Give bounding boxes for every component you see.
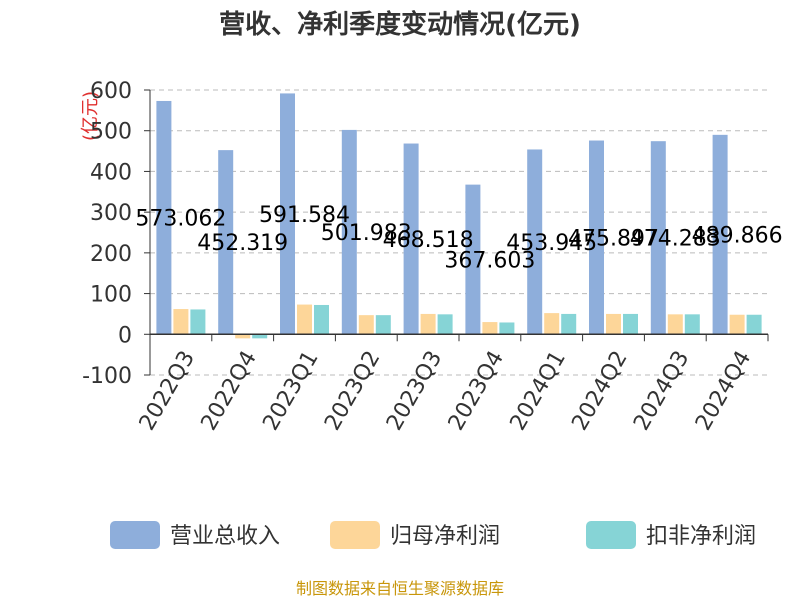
legend-label: 归母净利润 (390, 524, 500, 549)
bar-2 (667, 314, 683, 335)
bar-2 (297, 304, 312, 335)
bar-2 (235, 334, 251, 339)
bar-1 (341, 129, 357, 335)
x-tick-label: 2024Q1 (506, 347, 571, 435)
legend-swatch (330, 521, 380, 549)
bar-1 (403, 143, 419, 335)
chart-title: 营收、净利季度变动情况(亿元) (219, 9, 581, 40)
x-tick-label: 2022Q3 (135, 347, 200, 435)
axes-group (144, 89, 769, 376)
y-tick-label: -100 (82, 364, 132, 389)
bar-2 (544, 313, 560, 335)
bar-2 (482, 322, 498, 335)
bar-1 (650, 141, 666, 335)
bar-1 (280, 93, 295, 335)
x-tick-label: 2024Q3 (629, 347, 694, 435)
bar-3 (190, 309, 206, 335)
source-note: 制图数据来自恒生聚源数据库 (296, 579, 504, 598)
legend-label: 扣非净利润 (646, 524, 756, 549)
x-tick-label: 2024Q2 (567, 347, 632, 435)
bar-1 (712, 134, 728, 335)
bar-1 (156, 100, 172, 335)
bar-2 (358, 315, 374, 335)
bar-1 (218, 150, 234, 335)
bar-2 (729, 314, 745, 335)
bar-1 (465, 184, 481, 335)
data-label: 501.983 (321, 221, 412, 246)
bar-3 (746, 314, 762, 335)
y-tick-label: 0 (118, 323, 132, 348)
bar-3 (252, 334, 268, 339)
legend-swatch (110, 521, 160, 549)
bar-2 (606, 313, 621, 335)
data-label: 452.319 (197, 231, 288, 256)
x-tick-label: 2023Q3 (382, 347, 447, 435)
data-label: 367.603 (444, 248, 535, 273)
bar-3 (499, 322, 515, 335)
data-label: 475.897 (568, 226, 659, 251)
y-tick-labels: -100 0 100 200 300 400 500 600 (82, 79, 132, 389)
legend: 营业总收入 归母净利润 扣非净利润 (110, 521, 756, 549)
x-tick-label: 2023Q2 (320, 347, 385, 435)
bar-3 (623, 313, 638, 335)
x-tick-label: 2023Q1 (258, 347, 323, 435)
data-label: 453.945 (506, 231, 597, 256)
legend-label: 营业总收入 (170, 524, 280, 549)
data-label: 474.283 (630, 227, 721, 252)
bars-group (156, 93, 762, 339)
y-tick-label: 200 (90, 242, 132, 267)
y-tick-label: 600 (90, 79, 132, 104)
data-label: 489.866 (692, 224, 783, 249)
y-axis-label: (亿元) (80, 91, 101, 141)
data-label: 573.062 (135, 207, 226, 232)
bar-1 (589, 140, 604, 335)
bar-3 (375, 315, 391, 335)
x-tick-label: 2023Q4 (444, 347, 509, 435)
data-label: 591.584 (259, 203, 350, 228)
x-tick-labels: 2022Q32022Q42023Q12023Q22023Q32023Q42024… (135, 347, 757, 435)
x-tick-label: 2022Q4 (197, 347, 262, 435)
bar-1 (527, 149, 543, 335)
bar-3 (684, 314, 700, 335)
bar-2 (420, 313, 436, 335)
bar-3 (314, 304, 329, 335)
legend-swatch (586, 521, 636, 549)
bar-2 (173, 309, 189, 335)
y-tick-label: 100 (90, 283, 132, 308)
bar-3 (561, 313, 577, 335)
y-tick-label: 400 (90, 160, 132, 185)
y-tick-label: 300 (90, 201, 132, 226)
data-label: 468.518 (383, 228, 474, 253)
bar-3 (437, 314, 453, 335)
y-tick-label: 500 (90, 120, 132, 145)
x-tick-label: 2024Q4 (691, 347, 756, 435)
